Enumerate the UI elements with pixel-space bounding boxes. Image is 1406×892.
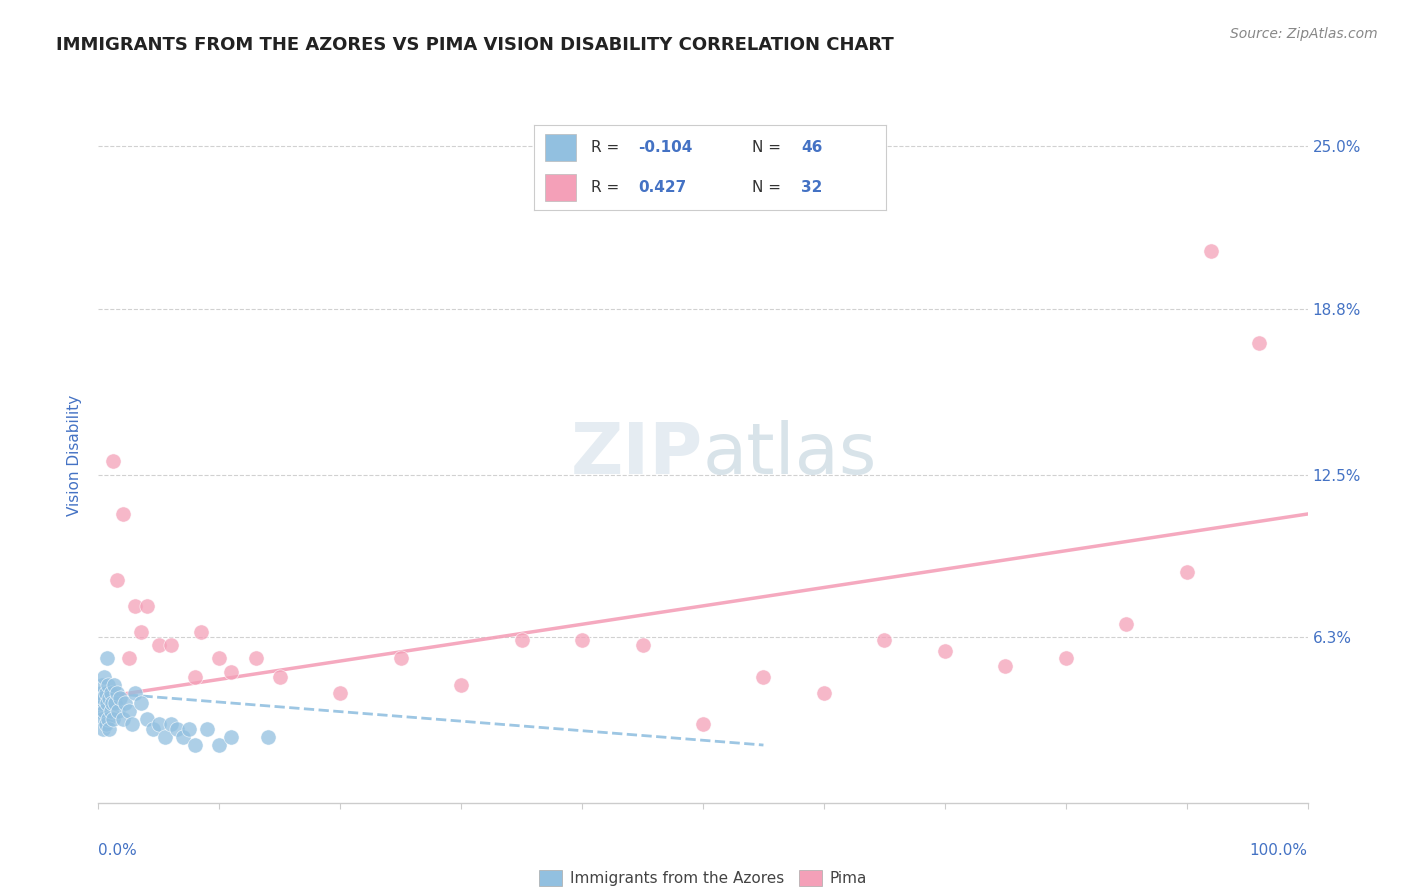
Point [1175, 565, 1198, 579]
Text: -0.104: -0.104 [638, 140, 692, 155]
Point [195, 723, 218, 737]
Point [96, 651, 118, 665]
Point [91, 712, 114, 726]
Text: atlas: atlas [703, 420, 877, 490]
Point [111, 712, 134, 726]
Point [91, 678, 114, 692]
Point [571, 633, 593, 648]
Text: ZIP: ZIP [571, 420, 703, 490]
Point [93, 704, 115, 718]
Point [389, 651, 412, 665]
Point [93, 670, 115, 684]
Point [752, 670, 775, 684]
Point [90, 685, 112, 699]
Point [994, 659, 1017, 673]
Point [135, 599, 157, 613]
Point [105, 573, 128, 587]
Point [692, 717, 714, 731]
Text: 32: 32 [801, 180, 823, 195]
Point [166, 723, 188, 737]
Point [101, 712, 124, 726]
Point [510, 633, 533, 648]
Point [135, 712, 157, 726]
Point [160, 638, 183, 652]
Point [172, 730, 194, 744]
Text: 0.0%: 0.0% [98, 843, 138, 858]
Point [813, 685, 835, 699]
Point [91, 690, 114, 705]
Point [111, 507, 134, 521]
Point [98, 723, 121, 737]
Point [105, 685, 128, 699]
Point [190, 625, 212, 640]
Text: 0.427: 0.427 [638, 180, 686, 195]
Point [148, 638, 170, 652]
Point [221, 665, 243, 679]
Point [450, 678, 472, 692]
Point [89, 704, 111, 718]
Point [104, 696, 127, 710]
Point [96, 696, 118, 710]
Point [97, 712, 120, 726]
Point [184, 670, 207, 684]
Point [245, 651, 267, 665]
Point [631, 638, 654, 652]
Point [873, 633, 896, 648]
Text: IMMIGRANTS FROM THE AZORES VS PIMA VISION DISABILITY CORRELATION CHART: IMMIGRANTS FROM THE AZORES VS PIMA VISIO… [56, 36, 894, 54]
Point [1249, 336, 1271, 351]
Point [153, 730, 176, 744]
Point [129, 696, 152, 710]
Point [142, 723, 165, 737]
Point [121, 717, 143, 731]
Text: R =: R = [591, 180, 624, 195]
Point [89, 690, 111, 705]
Point [208, 651, 231, 665]
Legend: Immigrants from the Azores, Pima: Immigrants from the Azores, Pima [533, 864, 873, 892]
Point [184, 738, 207, 752]
Y-axis label: Vision Disability: Vision Disability [67, 394, 83, 516]
Point [208, 738, 231, 752]
Point [94, 685, 117, 699]
Text: N =: N = [752, 140, 786, 155]
Point [97, 678, 120, 692]
Point [160, 717, 183, 731]
Point [256, 730, 278, 744]
Point [100, 696, 122, 710]
Point [124, 685, 146, 699]
Point [103, 678, 125, 692]
Point [101, 454, 124, 468]
Point [114, 696, 136, 710]
FancyBboxPatch shape [544, 134, 576, 161]
Point [100, 685, 122, 699]
Point [118, 704, 141, 718]
Point [1115, 617, 1137, 632]
Point [98, 690, 121, 705]
Point [124, 599, 146, 613]
Point [118, 651, 141, 665]
Point [1054, 651, 1077, 665]
Text: Source: ZipAtlas.com: Source: ZipAtlas.com [1230, 27, 1378, 41]
Point [107, 704, 129, 718]
Text: 100.0%: 100.0% [1250, 843, 1308, 858]
Point [329, 685, 352, 699]
Point [129, 625, 152, 640]
Point [934, 643, 956, 657]
Text: 46: 46 [801, 140, 823, 155]
Point [148, 717, 170, 731]
Point [221, 730, 243, 744]
Point [90, 696, 112, 710]
Point [1199, 244, 1222, 259]
Point [91, 723, 114, 737]
Point [108, 690, 131, 705]
Text: N =: N = [752, 180, 786, 195]
FancyBboxPatch shape [544, 174, 576, 201]
Point [269, 670, 291, 684]
Point [179, 723, 201, 737]
Point [94, 717, 117, 731]
Point [100, 704, 122, 718]
Text: R =: R = [591, 140, 624, 155]
